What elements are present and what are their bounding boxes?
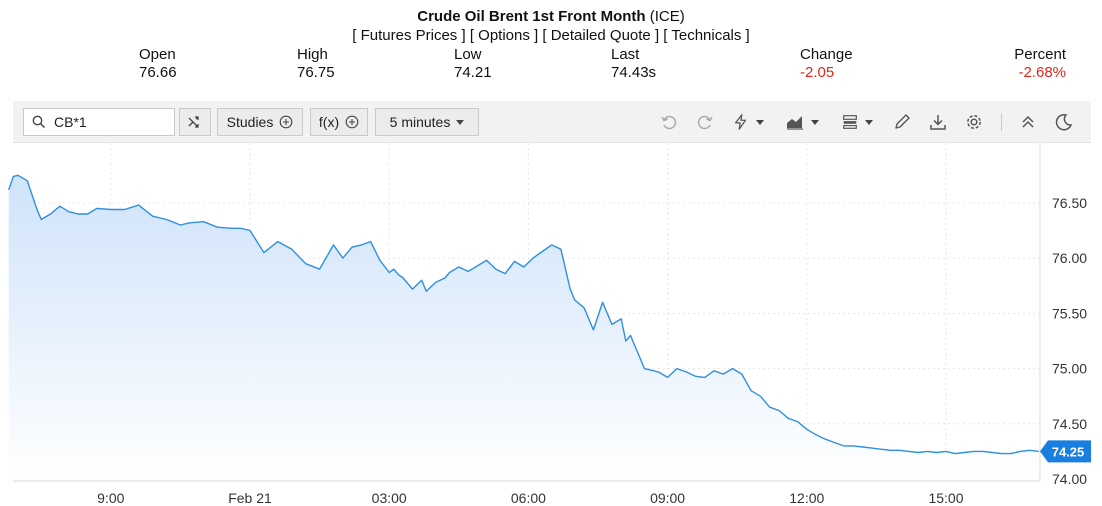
y-tick-label: 75.00 — [1052, 361, 1087, 377]
stat-label: Last — [611, 46, 640, 63]
stat-label: Open — [139, 46, 176, 63]
stat-value: 74.43s — [611, 64, 657, 81]
stat-last: Last 74.43s — [611, 46, 656, 82]
x-axis: 9:00 Feb 21 03:00 06:00 09:00 12:00 15:00 — [97, 490, 964, 506]
settings-button[interactable] — [963, 111, 985, 133]
theme-toggle[interactable] — [1053, 111, 1075, 133]
link-technicals[interactable]: [ Technicals ] — [663, 27, 750, 44]
layout-dropdown[interactable] — [839, 111, 875, 133]
last-price-value: 74.25 — [1052, 444, 1085, 459]
stat-value: 76.66 — [139, 64, 177, 81]
x-tick-label: 12:00 — [789, 490, 824, 506]
redo-icon — [697, 115, 713, 130]
y-tick-label: 74.00 — [1052, 471, 1087, 487]
stat-value: -2.05 — [800, 64, 835, 81]
stat-label: Change — [800, 46, 853, 63]
redo-button[interactable] — [694, 111, 716, 133]
studies-button[interactable]: Studies — [217, 108, 303, 136]
download-button[interactable] — [927, 111, 949, 133]
studies-label: Studies — [226, 114, 274, 130]
stat-label: Low — [454, 46, 482, 63]
download-icon — [930, 115, 946, 130]
chevron-down-icon — [811, 119, 819, 125]
add-circle-icon — [345, 115, 359, 129]
quote-stats: Open 76.66 High 76.75 Low 74.21 Last 74.… — [0, 46, 1102, 86]
search-icon — [32, 115, 46, 129]
chart-type-icon — [787, 116, 803, 130]
chevron-down-icon — [756, 119, 764, 125]
y-tick-label: 75.50 — [1052, 305, 1087, 321]
compare-icon — [188, 116, 199, 128]
y-tick-label: 76.00 — [1052, 250, 1087, 266]
functions-button[interactable]: f(x) — [310, 108, 368, 136]
x-tick-label: 06:00 — [511, 490, 546, 506]
chevron-down-icon — [456, 119, 465, 125]
stat-change: Change -2.05 — [800, 46, 853, 82]
exchange-label: (ICE) — [649, 8, 685, 25]
undo-icon — [661, 115, 677, 130]
link-futures-prices[interactable]: [ Futures Prices ] — [352, 27, 466, 44]
stat-value: 74.21 — [454, 64, 492, 81]
chevron-down-icon — [865, 119, 873, 125]
moon-icon — [1055, 113, 1073, 131]
last-price-tag: 74.25 — [1040, 440, 1091, 463]
y-tick-label: 74.50 — [1052, 416, 1087, 432]
stat-label: Percent — [1014, 46, 1066, 63]
x-tick-label: Feb 21 — [228, 490, 272, 506]
collapse-button[interactable] — [1017, 111, 1039, 133]
last-price-marker — [1040, 440, 1091, 463]
link-detailed-quote[interactable]: [ Detailed Quote ] — [542, 27, 660, 44]
price-chart[interactable]: 76.50 76.00 75.50 75.00 74.50 74.00 9:00 Feb 2… — [0, 143, 1102, 506]
collapse-icon — [1022, 115, 1034, 128]
instrument-name: Crude Oil Brent 1st Front Month — [417, 8, 646, 25]
stat-value: -2.68% — [1018, 64, 1066, 81]
link-options[interactable]: [ Options ] — [469, 27, 539, 44]
chart-title: Crude Oil Brent 1st Front Month (ICE) — [0, 8, 1102, 25]
lightning-icon — [734, 114, 747, 130]
interval-select[interactable]: 5 minutes — [375, 108, 479, 136]
stat-percent: Percent -2.68% — [1014, 46, 1066, 82]
functions-label: f(x) — [318, 114, 340, 130]
symbol-search-value: CB*1 — [54, 114, 87, 130]
y-tick-label: 76.50 — [1052, 195, 1087, 211]
y-axis: 76.50 76.00 75.50 75.00 74.50 74.00 — [1052, 195, 1087, 487]
compare-button[interactable] — [179, 108, 211, 136]
pencil-icon — [895, 114, 910, 129]
symbol-search-input[interactable]: CB*1 — [23, 108, 175, 136]
events-dropdown[interactable] — [730, 111, 766, 133]
draw-button[interactable] — [891, 111, 913, 133]
undo-button[interactable] — [658, 111, 680, 133]
layout-icon — [843, 115, 857, 129]
stat-low: Low 74.21 — [454, 46, 492, 82]
add-circle-icon — [279, 115, 293, 129]
price-area — [8, 175, 1039, 482]
stat-high: High 76.75 — [297, 46, 335, 82]
quote-links: [ Futures Prices ] [ Options ] [ Detaile… — [0, 27, 1102, 44]
chart-type-dropdown[interactable] — [783, 111, 821, 133]
chart-toolbar: CB*1 Studies f(x) 5 minutes — [13, 101, 1091, 143]
x-tick-label: 03:00 — [372, 490, 407, 506]
stat-value: 76.75 — [297, 64, 335, 81]
x-tick-label: 15:00 — [928, 490, 963, 506]
x-tick-label: 9:00 — [97, 490, 124, 506]
toolbar-divider — [1001, 113, 1002, 131]
gear-icon — [967, 115, 981, 129]
price-line — [8, 174, 1039, 455]
stat-label: High — [297, 46, 328, 63]
interval-label: 5 minutes — [389, 114, 451, 130]
stat-open: Open 76.66 — [139, 46, 177, 82]
x-tick-label: 09:00 — [650, 490, 685, 506]
